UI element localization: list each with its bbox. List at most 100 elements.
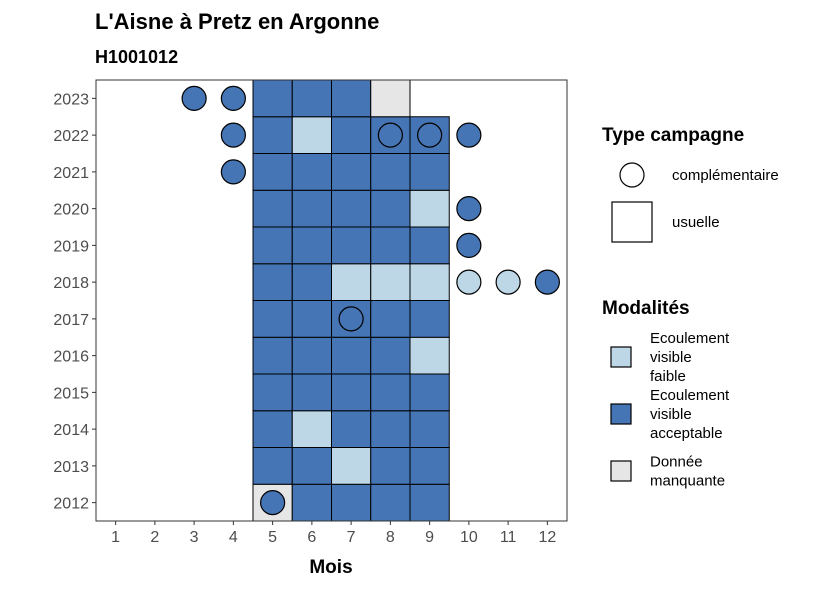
- tile-2015-9: [409, 373, 450, 412]
- tile-2021-8: [370, 153, 411, 191]
- tile-2015-8: [370, 373, 411, 412]
- x-tick-label-3: 3: [190, 529, 199, 546]
- point-2017-7: [338, 306, 364, 332]
- x-tick-label-4: 4: [229, 529, 238, 546]
- tile-2017-8: [370, 300, 411, 338]
- legend-label-faible-line-1: visible: [650, 349, 692, 366]
- tile-2013-6: [291, 447, 332, 485]
- tile-2015-6: [291, 373, 332, 412]
- point-2023-3: [181, 85, 207, 111]
- tile-2015-5: [252, 373, 293, 412]
- tile-2021-7: [331, 153, 372, 191]
- tile-2014-6: [291, 410, 332, 448]
- tile-2016-5: [252, 336, 293, 375]
- tile-2016-7: [331, 336, 372, 375]
- tile-2014-9: [409, 410, 450, 448]
- tile-2013-9: [409, 447, 450, 485]
- tile-2014-5: [252, 410, 293, 448]
- x-tick-label-8: 8: [386, 529, 395, 546]
- tile-2018-6: [291, 263, 332, 301]
- legend-key-faible: [610, 346, 632, 368]
- legend-label-faible-line-2: faible: [650, 368, 686, 385]
- y-tick-label-2018: 2018: [53, 275, 89, 292]
- tiles-layer: [252, 79, 450, 522]
- legend-label-manquante-line-0: Donnée: [650, 454, 703, 471]
- y-tick-label-2016: 2016: [53, 349, 89, 366]
- tile-2017-6: [291, 300, 332, 338]
- y-tick-label-2020: 2020: [53, 202, 89, 219]
- tile-2012-9: [409, 483, 450, 522]
- tile-2020-7: [331, 189, 372, 228]
- point-2022-8: [377, 122, 403, 148]
- y-tick-label-2021: 2021: [53, 165, 89, 182]
- x-axis-title: Mois: [309, 557, 352, 578]
- tile-2020-5: [252, 189, 293, 228]
- x-tick-label-9: 9: [425, 529, 434, 546]
- tile-2021-9: [409, 153, 450, 191]
- legend-key-usuelle: [611, 201, 653, 243]
- legend-key-acceptable: [610, 403, 632, 425]
- tile-2021-5: [252, 153, 293, 191]
- tile-2017-9: [409, 300, 450, 338]
- legend-modalites: Ecoulement visible faible Ecoulement visible…: [610, 330, 730, 490]
- point-2018-10: [456, 269, 482, 295]
- tile-2012-8: [370, 483, 411, 522]
- y-tick-label-2019: 2019: [53, 238, 89, 255]
- tile-2019-5: [252, 226, 293, 265]
- legend-type: complémentaire usuelle: [611, 162, 779, 243]
- y-tick-label-2014: 2014: [53, 422, 89, 439]
- legend-label-manquante-line-1: manquante: [650, 473, 725, 490]
- tile-2016-9: [409, 336, 450, 375]
- tile-2015-7: [331, 373, 372, 412]
- legend-modalites-title: Modalités: [602, 298, 690, 319]
- legend-key-complementaire: [619, 162, 645, 188]
- tile-2016-6: [291, 336, 332, 375]
- points-layer: [181, 85, 560, 516]
- point-2022-9: [417, 122, 443, 148]
- point-2018-11: [495, 269, 521, 295]
- y-tick-label-2017: 2017: [53, 312, 89, 329]
- plot-border: [95, 79, 568, 522]
- x-axis: 1 2 3 4 5 6 7 8 9 10 11 12: [111, 521, 556, 546]
- y-axis: 2012 2013 2014 2015 2016 2017 2018 2019 2020 2021…: [53, 91, 96, 513]
- y-tick-label-2013: 2013: [53, 459, 89, 476]
- tile-2012-6: [291, 483, 332, 522]
- x-tick-label-5: 5: [268, 529, 277, 546]
- x-tick-label-6: 6: [307, 529, 316, 546]
- tile-2019-7: [331, 226, 372, 265]
- point-2023-4: [220, 85, 246, 111]
- tile-2023-8: [370, 79, 411, 118]
- legend-label-usuelle: usuelle: [672, 214, 720, 231]
- tile-2013-8: [370, 447, 411, 485]
- x-tick-label-12: 12: [538, 529, 556, 546]
- y-tick-label-2015: 2015: [53, 385, 89, 402]
- tile-2013-7: [331, 447, 372, 485]
- tile-2022-6: [291, 116, 332, 154]
- legend-label-faible-line-0: Ecoulement: [650, 330, 730, 347]
- y-tick-label-2023: 2023: [53, 91, 89, 108]
- y-tick-label-2012: 2012: [53, 496, 89, 513]
- tile-2018-7: [331, 263, 372, 301]
- tile-2018-8: [370, 263, 411, 301]
- tile-2017-5: [252, 300, 293, 338]
- chart-title: L'Aisne à Pretz en Argonne: [95, 9, 379, 34]
- tile-2023-6: [291, 79, 332, 118]
- chart-subtitle: H1001012: [95, 47, 178, 67]
- legend-type-title: Type campagne: [602, 125, 744, 146]
- tile-2022-7: [331, 116, 372, 154]
- tile-2012-7: [331, 483, 372, 522]
- legend-label-complementaire: complémentaire: [672, 167, 779, 184]
- tile-2020-8: [370, 189, 411, 228]
- tile-2020-9: [409, 189, 450, 228]
- tile-2019-8: [370, 226, 411, 265]
- legend-label-acceptable-line-2: acceptable: [650, 425, 723, 442]
- x-tick-label-7: 7: [347, 529, 356, 546]
- tile-2018-5: [252, 263, 293, 301]
- tile-2014-8: [370, 410, 411, 448]
- legend-label-acceptable-line-0: Ecoulement: [650, 387, 730, 404]
- tile-2019-9: [409, 226, 450, 265]
- point-2019-10: [456, 232, 482, 258]
- point-2012-5: [260, 490, 286, 516]
- legend-key-manquante: [610, 460, 632, 482]
